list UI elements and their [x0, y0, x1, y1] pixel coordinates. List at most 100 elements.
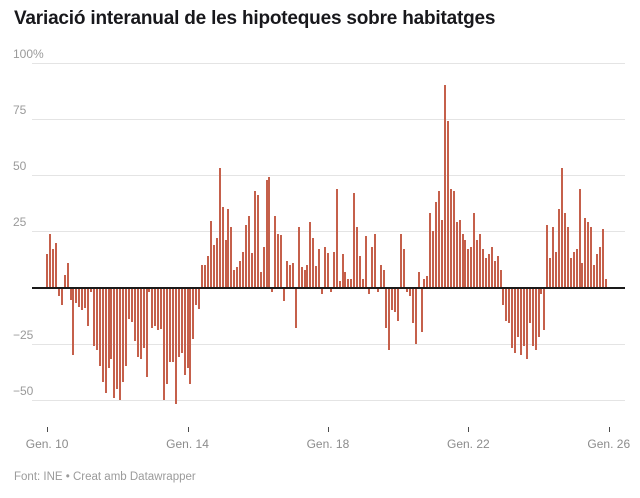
bar[interactable] [537, 287, 540, 337]
bar[interactable] [233, 269, 236, 288]
bar[interactable] [171, 287, 174, 362]
bar[interactable] [335, 188, 338, 288]
bar[interactable] [540, 287, 543, 295]
bar[interactable] [107, 287, 110, 369]
bar[interactable] [581, 262, 584, 288]
bar[interactable] [206, 256, 209, 288]
bar[interactable] [160, 287, 163, 330]
bar[interactable] [119, 287, 122, 400]
bar[interactable] [528, 287, 531, 324]
bar[interactable] [432, 231, 435, 288]
bar[interactable] [522, 287, 525, 346]
bar[interactable] [280, 234, 283, 288]
bar[interactable] [558, 208, 561, 288]
bar[interactable] [546, 224, 549, 288]
bar[interactable] [66, 262, 69, 288]
bar[interactable] [87, 287, 90, 326]
bar[interactable] [344, 271, 347, 288]
bar[interactable] [274, 215, 277, 288]
bar[interactable] [458, 220, 461, 288]
bar[interactable] [177, 287, 180, 358]
bar[interactable] [499, 269, 502, 288]
bar[interactable] [60, 287, 63, 306]
bar[interactable] [426, 276, 429, 288]
bar[interactable] [367, 287, 370, 295]
bar[interactable] [151, 287, 154, 328]
bar[interactable] [584, 217, 587, 288]
bar[interactable] [385, 287, 388, 328]
bar[interactable] [329, 287, 332, 292]
bar[interactable] [467, 249, 470, 288]
bar[interactable] [350, 278, 353, 288]
bar[interactable] [54, 242, 57, 288]
bar[interactable] [101, 287, 104, 382]
bar[interactable] [81, 287, 84, 310]
bar[interactable] [508, 287, 511, 324]
bar[interactable] [596, 253, 599, 288]
bar[interactable] [291, 262, 294, 288]
bar[interactable] [449, 188, 452, 288]
bar[interactable] [347, 278, 350, 288]
bar[interactable] [294, 287, 297, 328]
bar[interactable] [502, 287, 505, 306]
bar[interactable] [288, 265, 291, 288]
bar[interactable] [271, 287, 274, 292]
bar[interactable] [198, 287, 201, 309]
bar[interactable] [122, 287, 125, 382]
bar[interactable] [359, 256, 362, 288]
bar[interactable] [168, 287, 171, 362]
bar[interactable] [417, 271, 420, 288]
bar[interactable] [154, 287, 157, 326]
bar[interactable] [259, 271, 262, 288]
bar[interactable] [587, 222, 590, 288]
bar[interactable] [405, 287, 408, 292]
bar[interactable] [142, 287, 145, 349]
bar[interactable] [408, 287, 411, 297]
bar[interactable] [230, 226, 233, 288]
bar[interactable] [429, 213, 432, 288]
bar[interactable] [394, 287, 397, 313]
bar[interactable] [75, 287, 78, 304]
bar[interactable] [57, 287, 60, 297]
bar[interactable] [268, 177, 271, 288]
bar[interactable] [464, 240, 467, 288]
bar[interactable] [543, 287, 546, 331]
bar[interactable] [163, 287, 166, 400]
bar[interactable] [201, 265, 204, 288]
bar[interactable] [484, 258, 487, 288]
bar[interactable] [95, 287, 98, 351]
bar[interactable] [247, 215, 250, 288]
bar[interactable] [525, 287, 528, 360]
bar[interactable] [250, 252, 253, 288]
bar[interactable] [470, 247, 473, 288]
bar[interactable] [136, 287, 139, 358]
bar[interactable] [166, 287, 169, 385]
bar[interactable] [520, 287, 522, 355]
bar[interactable] [51, 249, 54, 288]
bar[interactable] [157, 287, 160, 331]
bar[interactable] [256, 195, 259, 288]
bar[interactable] [180, 287, 183, 353]
bar[interactable] [195, 287, 198, 306]
bar[interactable] [391, 287, 394, 310]
bar[interactable] [572, 251, 575, 288]
bar[interactable] [531, 287, 534, 346]
bar[interactable] [549, 258, 552, 288]
bar[interactable] [435, 202, 438, 288]
bar[interactable] [174, 287, 177, 405]
bar[interactable] [324, 247, 326, 288]
bar[interactable] [481, 249, 484, 288]
bar[interactable] [397, 287, 400, 322]
bar[interactable] [92, 287, 95, 346]
bar[interactable] [476, 240, 479, 288]
bar[interactable] [128, 287, 130, 319]
bar[interactable] [373, 233, 376, 288]
bar[interactable] [46, 253, 49, 288]
bar[interactable] [104, 287, 107, 394]
bar[interactable] [356, 226, 359, 288]
bar[interactable] [473, 213, 476, 288]
bar[interactable] [84, 287, 87, 308]
bar[interactable] [309, 222, 312, 288]
bar[interactable] [382, 269, 385, 288]
bar[interactable] [376, 287, 379, 292]
